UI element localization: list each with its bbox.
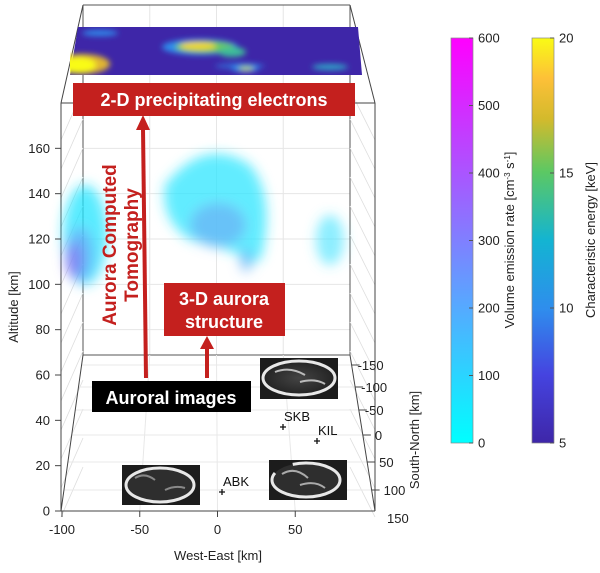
- y-tick-label: 50: [379, 455, 393, 470]
- frame-top-right-edge: [349, 4, 376, 104]
- z-tick-label: 120: [28, 232, 50, 247]
- z-tick-label: 20: [36, 458, 50, 473]
- y-tick-label: -50: [365, 403, 384, 418]
- z-tick-label: 40: [36, 413, 50, 428]
- y-tick-label: -150: [358, 358, 384, 373]
- auroral-images-label: Auroral images: [92, 381, 251, 412]
- y-axis-label: South-North [km]: [407, 391, 422, 489]
- precipitating-electrons-text: 2-D precipitating electrons: [100, 90, 327, 110]
- z-tick-label: 160: [28, 141, 50, 156]
- colorbar-tick-label: 5: [559, 436, 566, 451]
- x-tick-label: -100: [49, 522, 75, 537]
- x-tick-label: 0: [214, 522, 221, 537]
- z-tick-label: 140: [28, 186, 50, 201]
- aurora-structure-label: 3-D aurora structure: [164, 283, 285, 336]
- station-label: SKB: [284, 409, 310, 424]
- colorbar-tick-label: 600: [478, 31, 500, 46]
- x-tick-label: 50: [288, 522, 302, 537]
- colorbar-tick-label: 100: [478, 368, 500, 383]
- colorbar-tick-label: 500: [478, 98, 500, 113]
- structure-text-line2: structure: [185, 312, 263, 332]
- z-axis-label: Altitude [km]: [6, 271, 21, 343]
- colorbar-tick-label: 300: [478, 233, 500, 248]
- colorbar-tick-label: 15: [559, 166, 573, 181]
- tomography-label: Aurora Computed Tomography: [100, 164, 143, 326]
- auroral-images-text: Auroral images: [105, 388, 236, 408]
- colorbar-energy-gradient: [531, 37, 555, 444]
- z-axis: 0 20 40 60 80 100 120 140 160: [28, 141, 61, 519]
- colorbar-energy: 5 10 15 20 Characteristic energy [keV]: [531, 31, 598, 451]
- y-tick-label: 150: [387, 511, 409, 526]
- auroral-image-abk: [122, 465, 200, 505]
- emission-blob-east: [316, 215, 344, 265]
- auroral-image-skb: [260, 358, 338, 399]
- frame-top-left-edge: [60, 4, 84, 104]
- station-abk: ABK: [219, 474, 249, 495]
- y-tick-label: -100: [361, 380, 387, 395]
- station-label: ABK: [223, 474, 249, 489]
- colorbar-tick-label: 10: [559, 301, 573, 316]
- colorbar-tick-label: 0: [478, 436, 485, 451]
- colorbar-tick-label: 400: [478, 166, 500, 181]
- tomography-text-line1: Aurora Computed: [100, 164, 121, 326]
- colorbar-tick-label: 200: [478, 301, 500, 316]
- y-axis: -150 -100 -50 0 50 100 150: [351, 358, 409, 526]
- precipitating-electrons-label: 2-D precipitating electrons: [73, 83, 355, 116]
- station-marker-icon: [314, 438, 320, 444]
- tomography-text-line2: Tomography: [122, 188, 143, 302]
- energy-map: [70, 27, 362, 75]
- auroral-image-kil: [269, 460, 347, 500]
- colorbar-emission: 0 100 200 300 400 500 600 Volume emission rate…: [450, 31, 517, 451]
- station-marker-icon: [280, 424, 286, 430]
- emission-volume: [63, 153, 344, 285]
- z-tick-label: 100: [28, 277, 50, 292]
- station-skb: SKB: [280, 409, 310, 430]
- z-tick-label: 0: [43, 504, 50, 519]
- energy-map-features: [70, 30, 348, 74]
- structure-arrow: [200, 336, 214, 378]
- stations: SKB KIL ABK: [219, 409, 338, 495]
- z-tick-label: 80: [36, 322, 50, 337]
- floor-grid-line: [216, 354, 218, 512]
- z-tick-label: 60: [36, 368, 50, 383]
- x-axis-label: West-East [km]: [174, 548, 262, 563]
- colorbar-tick-label: 20: [559, 31, 573, 46]
- tomography-arrow: [136, 115, 150, 379]
- floor-left-edge: [60, 354, 84, 512]
- station-marker-icon: [219, 489, 225, 495]
- station-kil: KIL: [314, 423, 338, 444]
- structure-text-line1: 3-D aurora: [179, 289, 270, 309]
- x-tick-label: -50: [130, 522, 149, 537]
- station-label: KIL: [318, 423, 338, 438]
- colorbar-energy-label: Characteristic energy [keV]: [583, 162, 598, 318]
- y-tick-label: 100: [384, 483, 406, 498]
- colorbar-emission-label: Volume emission rate [cm-3 s-1]: [502, 152, 517, 329]
- y-tick-label: 0: [375, 428, 382, 443]
- x-axis: -100 -50 0 50: [49, 511, 302, 537]
- floor-right-edge: [349, 354, 376, 512]
